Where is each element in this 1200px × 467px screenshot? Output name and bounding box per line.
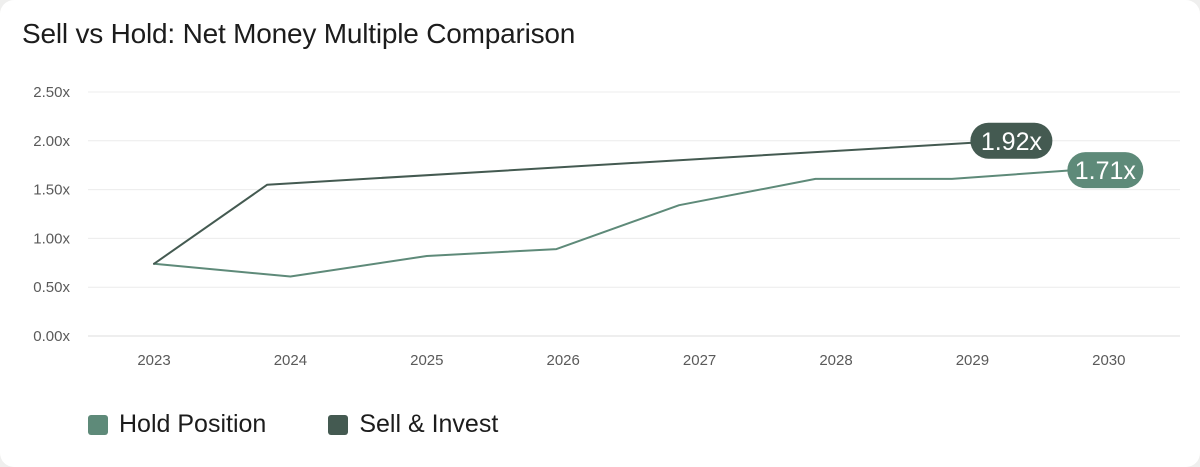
chart-title: Sell vs Hold: Net Money Multiple Compari… (22, 18, 576, 49)
x-tick-label: 2024 (274, 352, 307, 369)
legend-label-sell: Sell & Invest (359, 410, 499, 438)
callout-hold-position-label: 1.71x (1075, 157, 1137, 185)
legend-item-hold-position[interactable]: Hold Position (88, 410, 266, 439)
x-tick-label: 2026 (547, 352, 580, 369)
y-tick-label: 2.00x (33, 133, 70, 150)
callout-hold-position: 1.71x (1067, 152, 1144, 189)
x-tick-label: 2030 (1092, 352, 1125, 369)
callout-sell-invest: 1.92x (970, 122, 1053, 159)
y-tick-label: 1.50x (33, 182, 70, 199)
y-tick-label: 0.00x (33, 328, 70, 345)
grid-lines (88, 91, 1180, 337)
end-value-callouts: 1.92x 1.71x (970, 122, 1144, 189)
x-tick-label: 2025 (410, 352, 443, 369)
callout-sell-invest-label: 1.92x (981, 128, 1043, 156)
series-line-hold-position[interactable] (153, 168, 1090, 278)
y-tick-label: 1.00x (33, 230, 70, 247)
x-tick-label: 2028 (819, 352, 852, 369)
legend: Hold Position Sell & Invest (88, 410, 498, 439)
legend-swatch-sell (328, 414, 349, 435)
x-tick-label: 2023 (137, 352, 170, 369)
line-chart: 0.00x 0.50x 1.00x 1.50x 2.00x 2.50x 2023 2024 20… (33, 84, 1180, 369)
legend-item-sell-invest[interactable]: Sell & Invest (328, 410, 498, 439)
x-tick-label: 2029 (956, 352, 989, 369)
y-tick-label: 0.50x (33, 279, 70, 296)
series-lines (153, 141, 1090, 278)
callout-hold-position-bg (1067, 152, 1144, 189)
y-tick-label: 2.50x (33, 84, 70, 101)
series-line-sell-invest[interactable] (153, 141, 974, 265)
legend-label-hold: Hold Position (119, 410, 267, 438)
axis-labels: 0.00x 0.50x 1.00x 1.50x 2.00x 2.50x 2023 2024 20… (33, 84, 1125, 369)
legend-swatch-hold (88, 414, 108, 435)
callout-sell-invest-bg (970, 122, 1053, 159)
x-tick-label: 2027 (683, 352, 716, 369)
